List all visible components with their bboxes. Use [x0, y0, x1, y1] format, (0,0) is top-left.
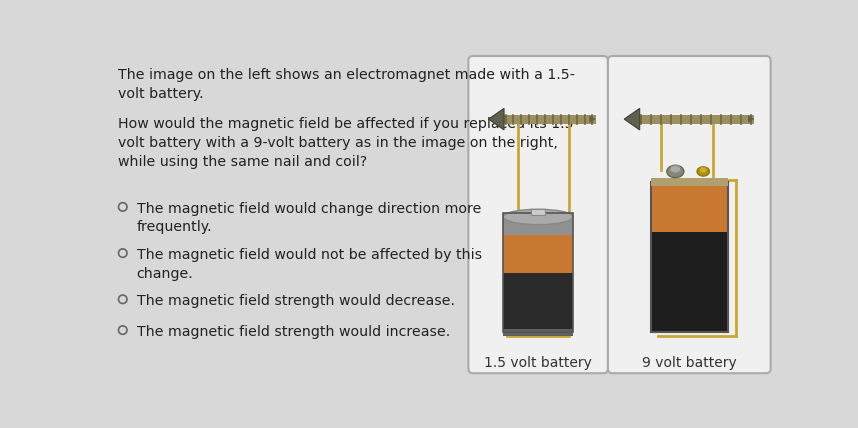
- Text: The magnetic field would change direction more
frequently.: The magnetic field would change directio…: [136, 202, 481, 235]
- Text: The magnetic field would not be affected by this
change.: The magnetic field would not be affected…: [136, 248, 482, 281]
- Bar: [638, 115, 754, 124]
- Bar: [504, 273, 573, 329]
- Ellipse shape: [697, 167, 710, 176]
- Ellipse shape: [667, 165, 684, 178]
- FancyBboxPatch shape: [608, 56, 770, 373]
- Bar: [650, 182, 728, 232]
- Bar: [504, 213, 573, 235]
- Polygon shape: [748, 115, 754, 123]
- Bar: [503, 115, 595, 124]
- Text: The magnetic field strength would decrease.: The magnetic field strength would decrea…: [136, 294, 455, 308]
- Polygon shape: [589, 115, 595, 123]
- Text: How would the magnetic field be affected if you replaced its 1.5-
volt battery w: How would the magnetic field be affected…: [118, 117, 579, 169]
- Ellipse shape: [504, 209, 573, 225]
- Bar: [650, 178, 728, 186]
- Bar: [504, 329, 573, 336]
- Bar: [531, 209, 545, 215]
- Bar: [504, 235, 573, 273]
- Ellipse shape: [670, 165, 680, 173]
- Polygon shape: [624, 108, 640, 130]
- Text: 1.5 volt battery: 1.5 volt battery: [484, 356, 592, 369]
- FancyBboxPatch shape: [468, 56, 608, 373]
- Bar: [650, 232, 728, 333]
- Text: The magnetic field strength would increase.: The magnetic field strength would increa…: [136, 325, 450, 339]
- Text: 9 volt battery: 9 volt battery: [642, 356, 737, 369]
- Ellipse shape: [699, 167, 707, 173]
- Bar: [504, 213, 573, 333]
- Polygon shape: [488, 108, 504, 130]
- Text: The image on the left shows an electromagnet made with a 1.5-
volt battery.: The image on the left shows an electroma…: [118, 68, 575, 101]
- Bar: [650, 182, 728, 333]
